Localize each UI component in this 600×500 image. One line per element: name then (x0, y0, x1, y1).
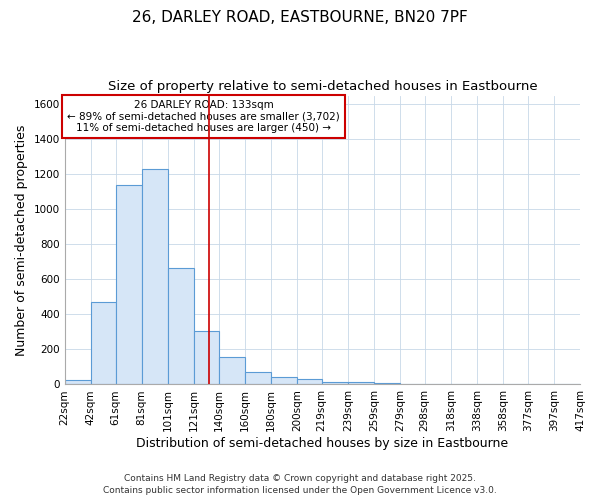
Bar (168, 268, 194, 384)
Bar (245, 372, 271, 384)
Text: 26, DARLEY ROAD, EASTBOURNE, BN20 7PF: 26, DARLEY ROAD, EASTBOURNE, BN20 7PF (132, 10, 468, 25)
Bar (91, 302, 116, 384)
Bar (271, 376, 297, 384)
X-axis label: Distribution of semi-detached houses by size in Eastbourne: Distribution of semi-detached houses by … (136, 437, 508, 450)
Bar (374, 382, 400, 384)
Title: Size of property relative to semi-detached houses in Eastbourne: Size of property relative to semi-detach… (107, 80, 537, 93)
Text: 26 DARLEY ROAD: 133sqm
← 89% of semi-detached houses are smaller (3,702)
11% of : 26 DARLEY ROAD: 133sqm ← 89% of semi-det… (67, 100, 340, 133)
Bar (348, 382, 374, 384)
Text: Contains HM Land Registry data © Crown copyright and database right 2025.
Contai: Contains HM Land Registry data © Crown c… (103, 474, 497, 495)
Bar (218, 358, 245, 384)
Bar (65, 380, 91, 384)
Bar (194, 331, 218, 384)
Bar (322, 382, 348, 384)
Bar (297, 379, 322, 384)
Y-axis label: Number of semi-detached properties: Number of semi-detached properties (15, 124, 28, 356)
Bar (142, 169, 168, 384)
Bar (116, 185, 142, 384)
